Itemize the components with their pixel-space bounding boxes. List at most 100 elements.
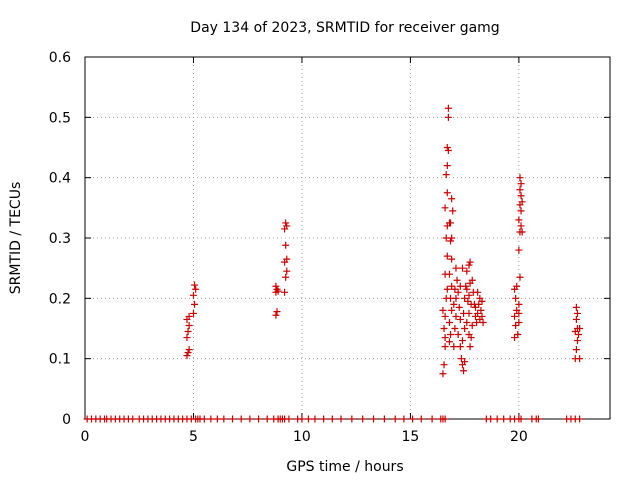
data-point (447, 237, 455, 245)
data-point (370, 415, 378, 423)
y-tick-label: 0 (62, 412, 71, 428)
data-point (285, 415, 293, 423)
data-point (443, 189, 451, 197)
data-point (255, 415, 263, 423)
data-point (473, 318, 481, 326)
data-point (185, 346, 193, 354)
data-point (444, 113, 452, 121)
data-point (448, 234, 456, 242)
data-point (409, 415, 417, 423)
data-point (220, 415, 228, 423)
y-axis-label: SRMTID / TECUs (8, 182, 24, 295)
data-point (471, 303, 479, 311)
data-point (517, 222, 525, 230)
data-point (518, 198, 526, 206)
data-point (456, 282, 464, 290)
data-point (572, 303, 580, 311)
data-point (439, 370, 447, 378)
data-point (516, 186, 524, 194)
data-point (185, 321, 193, 329)
data-point (511, 334, 519, 342)
data-point (512, 321, 520, 329)
data-point (576, 415, 584, 423)
data-point (445, 270, 453, 278)
data-point (184, 349, 192, 357)
data-point (487, 415, 495, 423)
data-point (573, 337, 581, 345)
data-point (283, 255, 291, 263)
y-tick-label: 0.6 (49, 50, 71, 66)
data-point (320, 415, 328, 423)
data-point (479, 318, 487, 326)
data-point (534, 415, 542, 423)
x-tick-label: 20 (510, 429, 528, 445)
data-point (456, 343, 464, 351)
x-axis-label: GPS time / hours (286, 459, 403, 475)
data-point (444, 147, 452, 155)
data-point (460, 367, 468, 375)
data-point (456, 315, 464, 323)
data-point (450, 300, 458, 308)
data-point (512, 294, 520, 302)
data-point (246, 415, 254, 423)
x-tick-label: 15 (401, 429, 419, 445)
data-point (515, 300, 523, 308)
data-point (282, 273, 290, 281)
ticks: 0 5 10 15 20 0 0.1 0.2 0.3 0.4 0.5 0.6 (49, 50, 610, 445)
data-point (283, 222, 291, 230)
data-point (515, 318, 523, 326)
data-point (461, 325, 469, 332)
data-point (129, 415, 137, 423)
data-point (443, 162, 451, 170)
data-point (455, 303, 463, 311)
data-point (447, 219, 455, 227)
data-point (441, 204, 449, 212)
data-point (573, 309, 581, 317)
data-point (183, 334, 191, 342)
data-point (449, 207, 457, 215)
data-point (463, 318, 471, 326)
data-point (337, 415, 345, 423)
data-point (575, 331, 583, 339)
data-point (359, 415, 367, 423)
data-point (448, 195, 456, 203)
data-point (576, 355, 584, 363)
data-point (428, 415, 436, 423)
data-point (441, 415, 449, 423)
data-point (191, 300, 199, 308)
data-point (400, 415, 408, 423)
data-point (454, 288, 462, 296)
data-point (452, 294, 460, 302)
data-point (458, 264, 466, 272)
data-point (441, 312, 449, 320)
data-point (448, 282, 456, 290)
data-point (442, 171, 450, 179)
data-point (443, 285, 451, 293)
data-point (514, 331, 522, 339)
data-point (517, 415, 525, 423)
data-point (304, 415, 312, 423)
data-point (213, 415, 221, 423)
data-point (191, 281, 199, 289)
data-point (463, 267, 471, 275)
data-point (443, 252, 451, 260)
data-point (443, 144, 451, 151)
data-point (441, 343, 449, 351)
data-point (237, 415, 245, 423)
data-point (328, 415, 336, 423)
data-point (463, 285, 471, 293)
data-point (466, 343, 474, 351)
data-point (440, 361, 448, 369)
data-point (445, 318, 453, 326)
data-point (515, 246, 523, 254)
data-point (440, 325, 448, 332)
data-point (464, 297, 472, 305)
data-point (515, 309, 523, 317)
y-tick-label: 0.1 (49, 352, 71, 368)
data-point (468, 321, 476, 329)
data-point (518, 228, 526, 236)
data-point (576, 325, 584, 332)
